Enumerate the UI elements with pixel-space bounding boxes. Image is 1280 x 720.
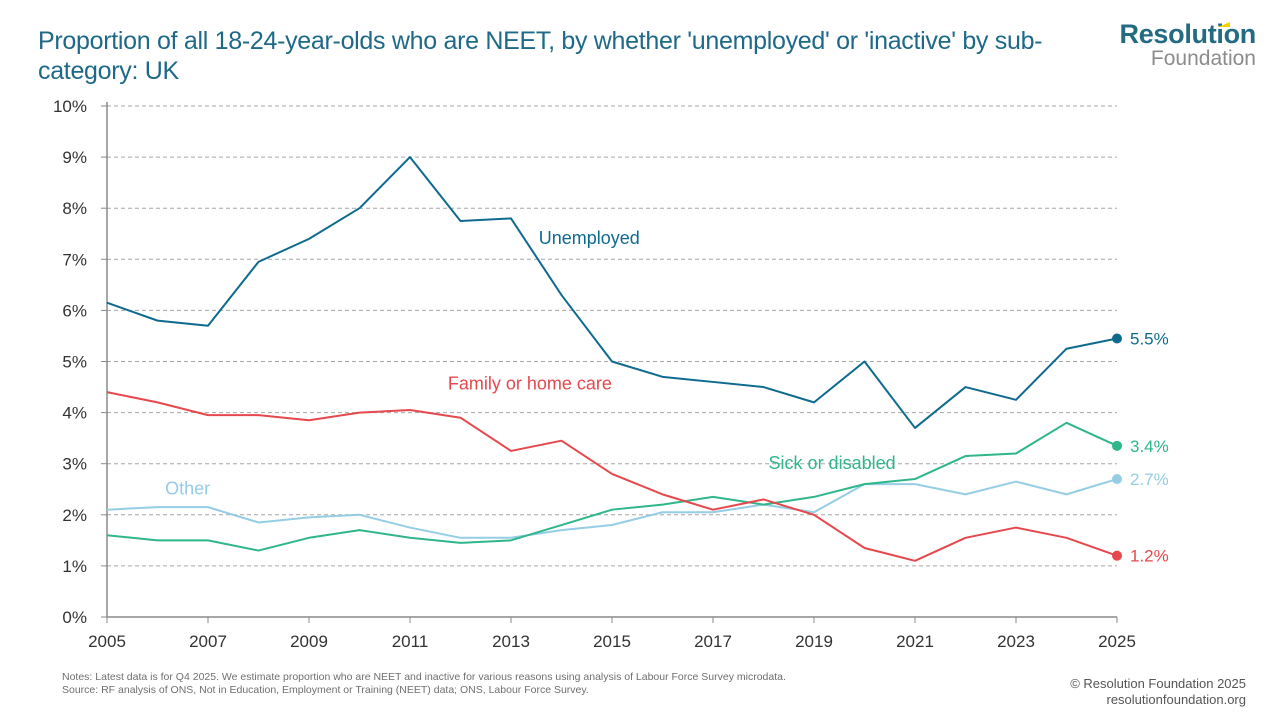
series-line-sick-or-disabled [106,421,1118,552]
y-tick-label: 7% [62,250,87,269]
x-tick-label: 2019 [795,632,833,651]
x-tick-label: 2017 [694,632,732,651]
y-tick-label: 2% [62,506,87,525]
end-point-marker [1112,333,1122,344]
logo-wordmark-bottom: Foundation [1150,47,1256,70]
x-tick-label: 2007 [189,632,227,651]
end-value-label: 5.5% [1130,330,1169,349]
x-tick-label: 2021 [896,632,934,651]
end-point-marker [1112,474,1122,485]
x-tick-label: 2023 [997,632,1035,651]
y-tick-label: 6% [62,301,87,320]
copyright-text: © Resolution Foundation 2025 [1070,676,1246,691]
x-tick-label: 2025 [1098,632,1136,651]
y-tick-label: 0% [62,608,87,627]
y-tick-label: 1% [62,557,87,576]
end-value-label: 3.4% [1130,437,1169,456]
series-label: Unemployed [539,228,640,248]
chart-title: Proportion of all 18-24-year-olds who ar… [38,27,1043,85]
y-tick-label: 9% [62,148,87,167]
y-tick-label: 8% [62,199,87,218]
x-tick-label: 2005 [88,632,126,651]
x-tick-label: 2013 [492,632,530,651]
logo-top-text: Resolution [1119,19,1257,49]
series-line-unemployed [106,156,1118,429]
end-value-label: 2.7% [1130,470,1169,489]
series-label: Other [165,478,210,498]
series-label: Family or home care [448,374,612,394]
y-tick-label: 3% [62,455,87,474]
logo-accent-icon [1218,22,1230,27]
y-tick-label: 10% [53,97,87,116]
series-label: Sick or disabled [769,453,896,473]
credit: © Resolution Foundation 2025 resolutionf… [1070,676,1246,708]
end-point-marker [1112,550,1122,561]
source-text: Source: RF analysis of ONS, Not in Educa… [62,684,589,696]
series-line-family-or-home-care [106,391,1118,562]
end-point-marker [1112,440,1122,451]
website-link[interactable]: resolutionfoundation.org [1106,692,1247,707]
series-line-other [106,478,1118,539]
notes-text: Notes: Latest data is for Q4 2025. We es… [62,671,786,683]
chart-notes: Notes: Latest data is for Q4 2025. We es… [62,671,786,697]
resolution-foundation-logo: Resolution Foundation [1120,20,1257,70]
x-tick-label: 2009 [290,632,328,651]
x-tick-label: 2011 [392,632,429,651]
logo-wordmark-top: Resolution [1120,20,1257,48]
y-tick-label: 5% [62,353,87,372]
end-value-label: 1.2% [1130,547,1169,566]
x-tick-label: 2015 [593,632,631,651]
y-tick-label: 4% [62,404,87,423]
